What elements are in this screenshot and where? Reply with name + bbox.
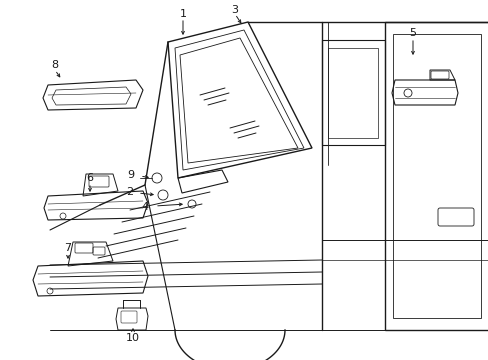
Text: 4: 4 xyxy=(141,202,148,212)
Text: 1: 1 xyxy=(179,9,186,19)
Text: 2: 2 xyxy=(126,187,133,197)
Text: 9: 9 xyxy=(127,170,134,180)
Text: 5: 5 xyxy=(408,28,416,38)
Text: 7: 7 xyxy=(64,243,71,253)
Text: 6: 6 xyxy=(86,173,93,183)
Text: 10: 10 xyxy=(126,333,140,343)
Text: 8: 8 xyxy=(51,60,59,70)
Text: 3: 3 xyxy=(231,5,238,15)
